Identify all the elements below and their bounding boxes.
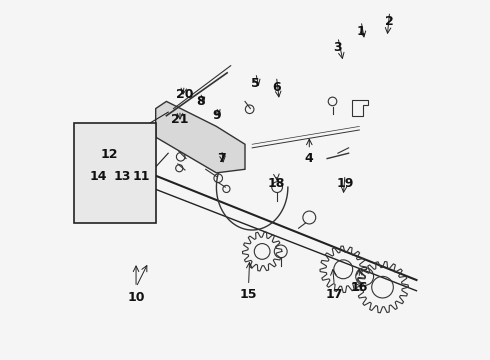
Text: 21: 21: [171, 113, 189, 126]
Text: 4: 4: [305, 152, 314, 165]
Text: 13: 13: [113, 170, 130, 183]
Text: 1: 1: [357, 25, 366, 38]
Text: 15: 15: [240, 288, 257, 301]
Text: 7: 7: [218, 152, 226, 165]
Text: 9: 9: [212, 109, 220, 122]
Text: 14: 14: [89, 170, 106, 183]
Polygon shape: [156, 102, 245, 173]
Text: 11: 11: [133, 170, 150, 183]
Text: 2: 2: [385, 14, 394, 27]
Text: 18: 18: [268, 177, 285, 190]
Text: 8: 8: [196, 95, 205, 108]
FancyBboxPatch shape: [74, 123, 156, 223]
Circle shape: [190, 132, 215, 157]
Text: 19: 19: [336, 177, 354, 190]
Text: 20: 20: [175, 88, 193, 101]
Text: 5: 5: [251, 77, 260, 90]
Text: 12: 12: [100, 148, 118, 162]
Text: 6: 6: [272, 81, 281, 94]
Text: 16: 16: [351, 281, 368, 294]
Text: 3: 3: [334, 41, 342, 54]
Text: 10: 10: [127, 291, 145, 305]
Text: 17: 17: [325, 288, 343, 301]
